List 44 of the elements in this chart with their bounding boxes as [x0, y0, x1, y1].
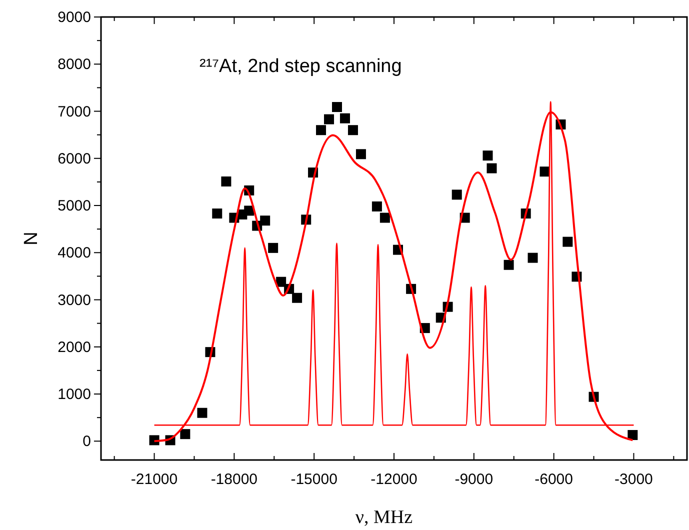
point	[324, 114, 334, 124]
point	[372, 201, 382, 212]
y-tick-label: 1000	[58, 386, 91, 404]
point	[628, 430, 638, 440]
y-tick-label: 7000	[58, 103, 91, 120]
point	[486, 163, 497, 174]
point	[292, 292, 302, 303]
x-tick-label: -3000	[614, 471, 653, 488]
point	[268, 242, 278, 253]
x-tick-label: -9000	[454, 471, 494, 488]
y-tick-label: 8000	[58, 56, 91, 74]
point	[482, 150, 493, 161]
y-tick-label: 3000	[58, 292, 91, 309]
point	[212, 208, 222, 219]
y-tick-label: 0	[82, 433, 91, 450]
point	[260, 216, 270, 226]
x-tick-label: -15000	[290, 471, 338, 488]
point	[528, 252, 538, 263]
point	[504, 260, 514, 270]
x-tick-label: -12000	[370, 471, 418, 488]
point	[221, 176, 232, 186]
x-tick-label: -6000	[534, 471, 574, 488]
point	[244, 206, 254, 216]
point	[316, 125, 326, 136]
y-tick-label: 9000	[58, 9, 91, 26]
text: ²¹⁷At, 2nd step scanning	[200, 56, 402, 78]
y-tick-label: 5000	[58, 198, 91, 215]
x-tick-label: -18000	[210, 471, 258, 488]
point	[340, 113, 350, 124]
x-axis-title: ν, MHz	[355, 507, 413, 528]
point	[540, 166, 550, 177]
y-axis-title: N	[21, 232, 42, 246]
point	[332, 102, 342, 112]
y-tick-label: 2000	[58, 338, 91, 356]
point	[197, 408, 208, 418]
point	[356, 149, 366, 160]
y-tick-label: 6000	[58, 150, 91, 168]
point	[452, 190, 462, 200]
y-tick-label: 4000	[58, 244, 91, 262]
point	[180, 429, 190, 440]
point	[348, 125, 358, 136]
x-tick-label: -21000	[130, 471, 178, 488]
point	[380, 212, 390, 223]
point	[562, 236, 573, 247]
